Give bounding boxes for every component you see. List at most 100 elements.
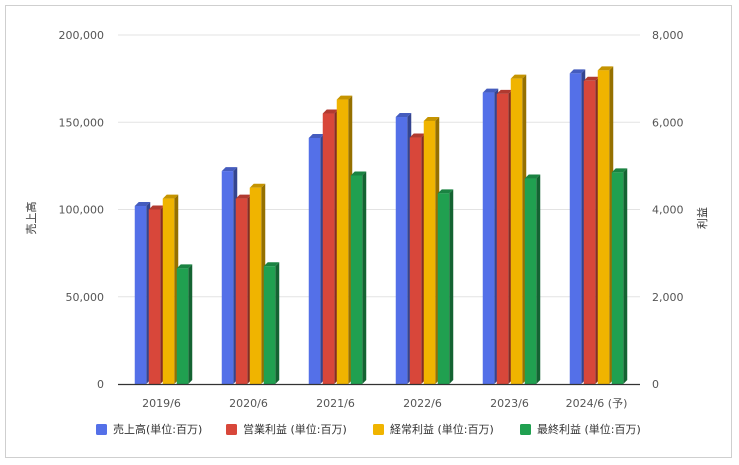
legend-label: 売上高(単位:百万)	[113, 422, 202, 436]
bar-top	[249, 183, 266, 188]
bar-top	[597, 66, 614, 71]
bar-top	[235, 194, 252, 199]
bar-front	[583, 80, 596, 385]
legend-item[interactable]: 売上高(単位:百万)	[96, 422, 202, 436]
bar-front	[395, 117, 408, 384]
right-tick-label: 0	[652, 378, 659, 391]
bar-front	[263, 266, 276, 384]
legend-item[interactable]: 経常利益 (単位:百万)	[373, 422, 494, 436]
bar-front	[510, 78, 523, 384]
x-axis-ticks: 2019/6 2020/6 2021/6 2022/6 2023/6 2024/6 (予)	[142, 397, 627, 410]
bar	[583, 76, 600, 385]
right-tick-label: 8,000	[652, 29, 684, 42]
bar	[395, 113, 412, 384]
bar-top	[162, 194, 179, 199]
bar-side	[188, 264, 193, 384]
bar	[597, 66, 614, 385]
bar-top	[510, 74, 527, 79]
bar	[148, 205, 165, 384]
x-tick-label: 2023/6	[490, 397, 529, 410]
bar-top	[524, 174, 541, 179]
bar-side	[536, 174, 541, 384]
x-tick-label: 2019/6	[142, 397, 181, 410]
right-axis-ticks: 0 2,000 4,000 6,000 8,000	[652, 29, 684, 391]
bar	[134, 202, 151, 384]
bar-top	[336, 95, 353, 100]
bar-front	[336, 99, 349, 384]
legend: 売上高(単位:百万) 営業利益 (単位:百万) 経常利益 (単位:百万) 最終利益 (…	[96, 422, 641, 436]
bar-front	[134, 206, 147, 384]
bar-top	[134, 202, 151, 207]
right-tick-label: 2,000	[652, 291, 684, 304]
bar-side	[623, 168, 628, 384]
bar-front	[597, 70, 610, 385]
x-tick-label: 2022/6	[403, 397, 442, 410]
left-tick-label: 150,000	[59, 116, 105, 129]
bar	[437, 189, 454, 384]
bar-front	[176, 268, 189, 384]
bar	[235, 194, 252, 384]
bar-front	[423, 120, 436, 384]
bar-front	[496, 93, 509, 385]
bar	[263, 262, 280, 384]
bar-front	[322, 113, 335, 385]
bar	[409, 133, 426, 384]
legend-swatch	[373, 424, 384, 435]
bar-top	[569, 69, 586, 74]
bar-front	[221, 171, 234, 384]
bar-top	[409, 133, 426, 138]
bar	[322, 109, 339, 385]
right-tick-label: 4,000	[652, 204, 684, 217]
bar-front	[482, 92, 495, 385]
bar-front	[611, 172, 624, 384]
bar-top	[437, 189, 454, 194]
bar-front	[350, 175, 363, 384]
bar-front	[148, 209, 161, 384]
bar	[611, 168, 628, 384]
bar-top	[322, 109, 339, 114]
y2-axis-title: 利益	[695, 207, 709, 229]
bar-front	[235, 198, 248, 384]
bar-front	[437, 193, 450, 384]
bar-top	[611, 168, 628, 173]
bar-top	[395, 113, 412, 118]
bar	[350, 171, 367, 384]
bar	[524, 174, 541, 384]
legend-item[interactable]: 営業利益 (単位:百万)	[226, 422, 347, 436]
bars	[134, 66, 628, 385]
bar-top	[423, 116, 440, 121]
bar-top	[308, 133, 325, 138]
legend-swatch	[226, 424, 237, 435]
left-tick-label: 0	[97, 378, 104, 391]
legend-swatch	[520, 424, 531, 435]
legend-swatch	[96, 424, 107, 435]
bar-top	[176, 264, 193, 269]
bar	[423, 116, 440, 384]
right-tick-label: 6,000	[652, 116, 684, 129]
x-tick-label: 2024/6 (予)	[566, 397, 628, 410]
x-tick-label: 2020/6	[229, 397, 268, 410]
legend-label: 経常利益 (単位:百万)	[390, 422, 494, 436]
legend-item[interactable]: 最終利益 (単位:百万)	[520, 422, 641, 436]
bar-top	[496, 89, 513, 94]
bar	[249, 183, 266, 384]
legend-label: 最終利益 (単位:百万)	[537, 422, 641, 436]
bar	[336, 95, 353, 384]
left-tick-label: 100,000	[59, 204, 105, 217]
bar-front	[249, 187, 262, 384]
bar	[308, 133, 325, 384]
bar-top	[350, 171, 367, 176]
bar-front	[308, 137, 321, 384]
bar-front	[409, 137, 422, 384]
bar-top	[221, 167, 238, 172]
bar-front	[569, 73, 582, 384]
x-tick-label: 2021/6	[316, 397, 355, 410]
bar-side	[275, 262, 280, 384]
left-tick-label: 50,000	[66, 291, 105, 304]
bar	[162, 194, 179, 384]
bar	[569, 69, 586, 384]
bar	[496, 89, 513, 385]
y-axis-title: 売上高	[24, 202, 38, 235]
bar-side	[449, 189, 454, 384]
